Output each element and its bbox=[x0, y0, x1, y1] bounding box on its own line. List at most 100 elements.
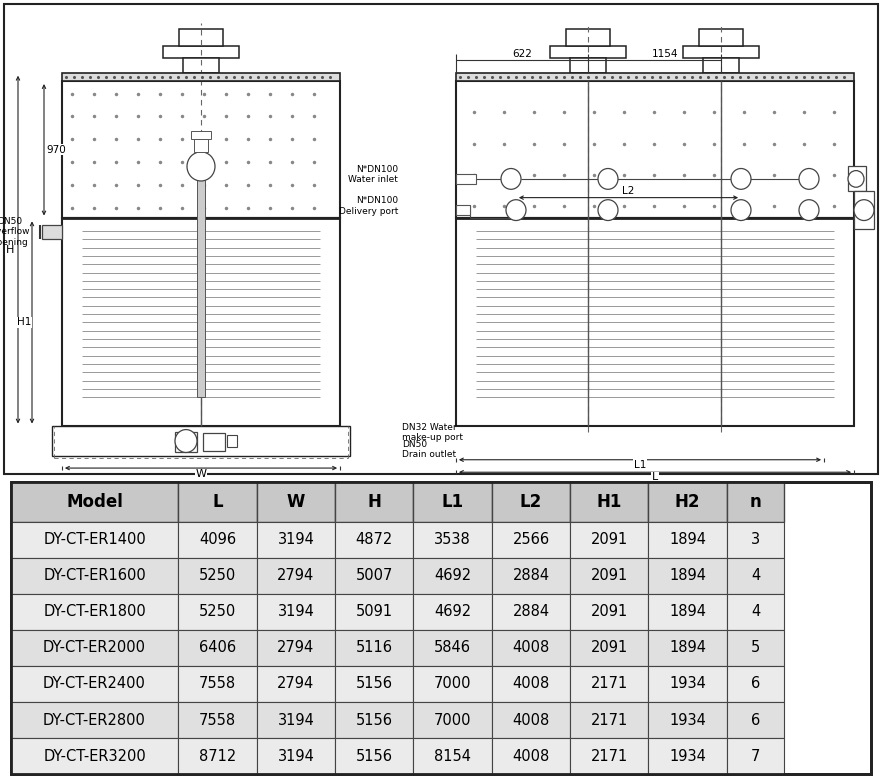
Bar bbox=[11, 666, 178, 702]
Bar bbox=[335, 702, 414, 738]
Bar bbox=[194, 139, 208, 152]
Text: 6: 6 bbox=[751, 677, 760, 692]
Bar bbox=[570, 630, 648, 666]
Text: 7: 7 bbox=[751, 748, 760, 763]
Text: 1894: 1894 bbox=[669, 568, 706, 584]
Bar bbox=[492, 666, 570, 702]
Text: L: L bbox=[652, 472, 658, 482]
Text: 1934: 1934 bbox=[669, 748, 706, 763]
Bar bbox=[178, 702, 257, 738]
Bar bbox=[335, 482, 414, 522]
Bar bbox=[566, 29, 610, 46]
Bar bbox=[183, 58, 219, 73]
Text: DY-CT-ER2800: DY-CT-ER2800 bbox=[43, 713, 146, 727]
Text: DY-CT-ER2000: DY-CT-ER2000 bbox=[43, 640, 146, 655]
Bar bbox=[335, 594, 414, 630]
Bar bbox=[648, 702, 727, 738]
Bar bbox=[570, 702, 648, 738]
Text: 8154: 8154 bbox=[434, 748, 471, 763]
Bar bbox=[11, 482, 178, 522]
Text: 7558: 7558 bbox=[199, 713, 236, 727]
Bar bbox=[414, 666, 492, 702]
Bar bbox=[648, 558, 727, 594]
Text: 5846: 5846 bbox=[434, 640, 471, 655]
Bar bbox=[11, 522, 178, 558]
Text: 2171: 2171 bbox=[591, 677, 628, 692]
Bar bbox=[703, 58, 739, 73]
Bar bbox=[414, 738, 492, 774]
Text: DN50
Drain outlet: DN50 Drain outlet bbox=[402, 440, 456, 459]
Text: 1894: 1894 bbox=[669, 605, 706, 619]
Text: 5091: 5091 bbox=[355, 605, 392, 619]
Text: 4: 4 bbox=[751, 568, 760, 584]
Text: N*DN100
Delivery port: N*DN100 Delivery port bbox=[339, 196, 398, 216]
Circle shape bbox=[506, 200, 526, 220]
Bar bbox=[227, 435, 237, 447]
Bar bbox=[178, 738, 257, 774]
Bar bbox=[414, 558, 492, 594]
Bar bbox=[62, 73, 340, 81]
Text: 7558: 7558 bbox=[199, 677, 236, 692]
Bar bbox=[178, 558, 257, 594]
Bar bbox=[492, 702, 570, 738]
Text: L1: L1 bbox=[442, 493, 464, 511]
Bar bbox=[492, 558, 570, 594]
Bar bbox=[456, 173, 476, 184]
Bar bbox=[257, 630, 335, 666]
Bar bbox=[414, 482, 492, 522]
Bar bbox=[648, 482, 727, 522]
Bar bbox=[257, 702, 335, 738]
Text: 5156: 5156 bbox=[355, 748, 392, 763]
Text: 5156: 5156 bbox=[355, 677, 392, 692]
Bar bbox=[570, 558, 648, 594]
Text: 970: 970 bbox=[46, 145, 66, 155]
Text: 622: 622 bbox=[512, 49, 532, 59]
Text: 6406: 6406 bbox=[199, 640, 236, 655]
Text: 1934: 1934 bbox=[669, 713, 706, 727]
Text: 4096: 4096 bbox=[199, 532, 236, 547]
Bar bbox=[178, 594, 257, 630]
Text: 3538: 3538 bbox=[434, 532, 471, 547]
Text: 4: 4 bbox=[751, 605, 760, 619]
Bar bbox=[11, 738, 178, 774]
Circle shape bbox=[799, 169, 819, 189]
Text: Model: Model bbox=[66, 493, 123, 511]
Text: W: W bbox=[196, 469, 206, 479]
Text: 5: 5 bbox=[751, 640, 760, 655]
Text: DY-CT-ER3200: DY-CT-ER3200 bbox=[43, 748, 146, 763]
Text: 2171: 2171 bbox=[591, 713, 628, 727]
Bar bbox=[335, 666, 414, 702]
Text: 2566: 2566 bbox=[512, 532, 549, 547]
Text: 6: 6 bbox=[751, 713, 760, 727]
Bar bbox=[492, 522, 570, 558]
Text: 3194: 3194 bbox=[278, 748, 314, 763]
Text: 2794: 2794 bbox=[277, 640, 315, 655]
Bar bbox=[257, 558, 335, 594]
Bar bbox=[456, 205, 470, 216]
Text: 4692: 4692 bbox=[434, 605, 471, 619]
Text: 1894: 1894 bbox=[669, 640, 706, 655]
Text: L2: L2 bbox=[519, 493, 542, 511]
Text: 2884: 2884 bbox=[512, 568, 549, 584]
Bar bbox=[550, 46, 626, 58]
Bar bbox=[648, 630, 727, 666]
Text: 4008: 4008 bbox=[512, 640, 549, 655]
Bar bbox=[570, 482, 648, 522]
Text: 2091: 2091 bbox=[591, 532, 628, 547]
Text: 2171: 2171 bbox=[591, 748, 628, 763]
Text: DY-CT-ER2400: DY-CT-ER2400 bbox=[43, 677, 146, 692]
Bar bbox=[570, 58, 606, 73]
Text: 2091: 2091 bbox=[591, 568, 628, 584]
Bar bbox=[492, 630, 570, 666]
Circle shape bbox=[854, 200, 874, 220]
Circle shape bbox=[187, 152, 215, 181]
Text: 3: 3 bbox=[751, 532, 760, 547]
Circle shape bbox=[731, 169, 751, 189]
Bar bbox=[203, 433, 225, 451]
Text: DN32 Water
make-up port: DN32 Water make-up port bbox=[402, 423, 463, 443]
Bar bbox=[456, 73, 854, 81]
Text: 2794: 2794 bbox=[277, 568, 315, 584]
Bar bbox=[414, 702, 492, 738]
Bar bbox=[456, 219, 854, 426]
Bar bbox=[62, 81, 340, 219]
